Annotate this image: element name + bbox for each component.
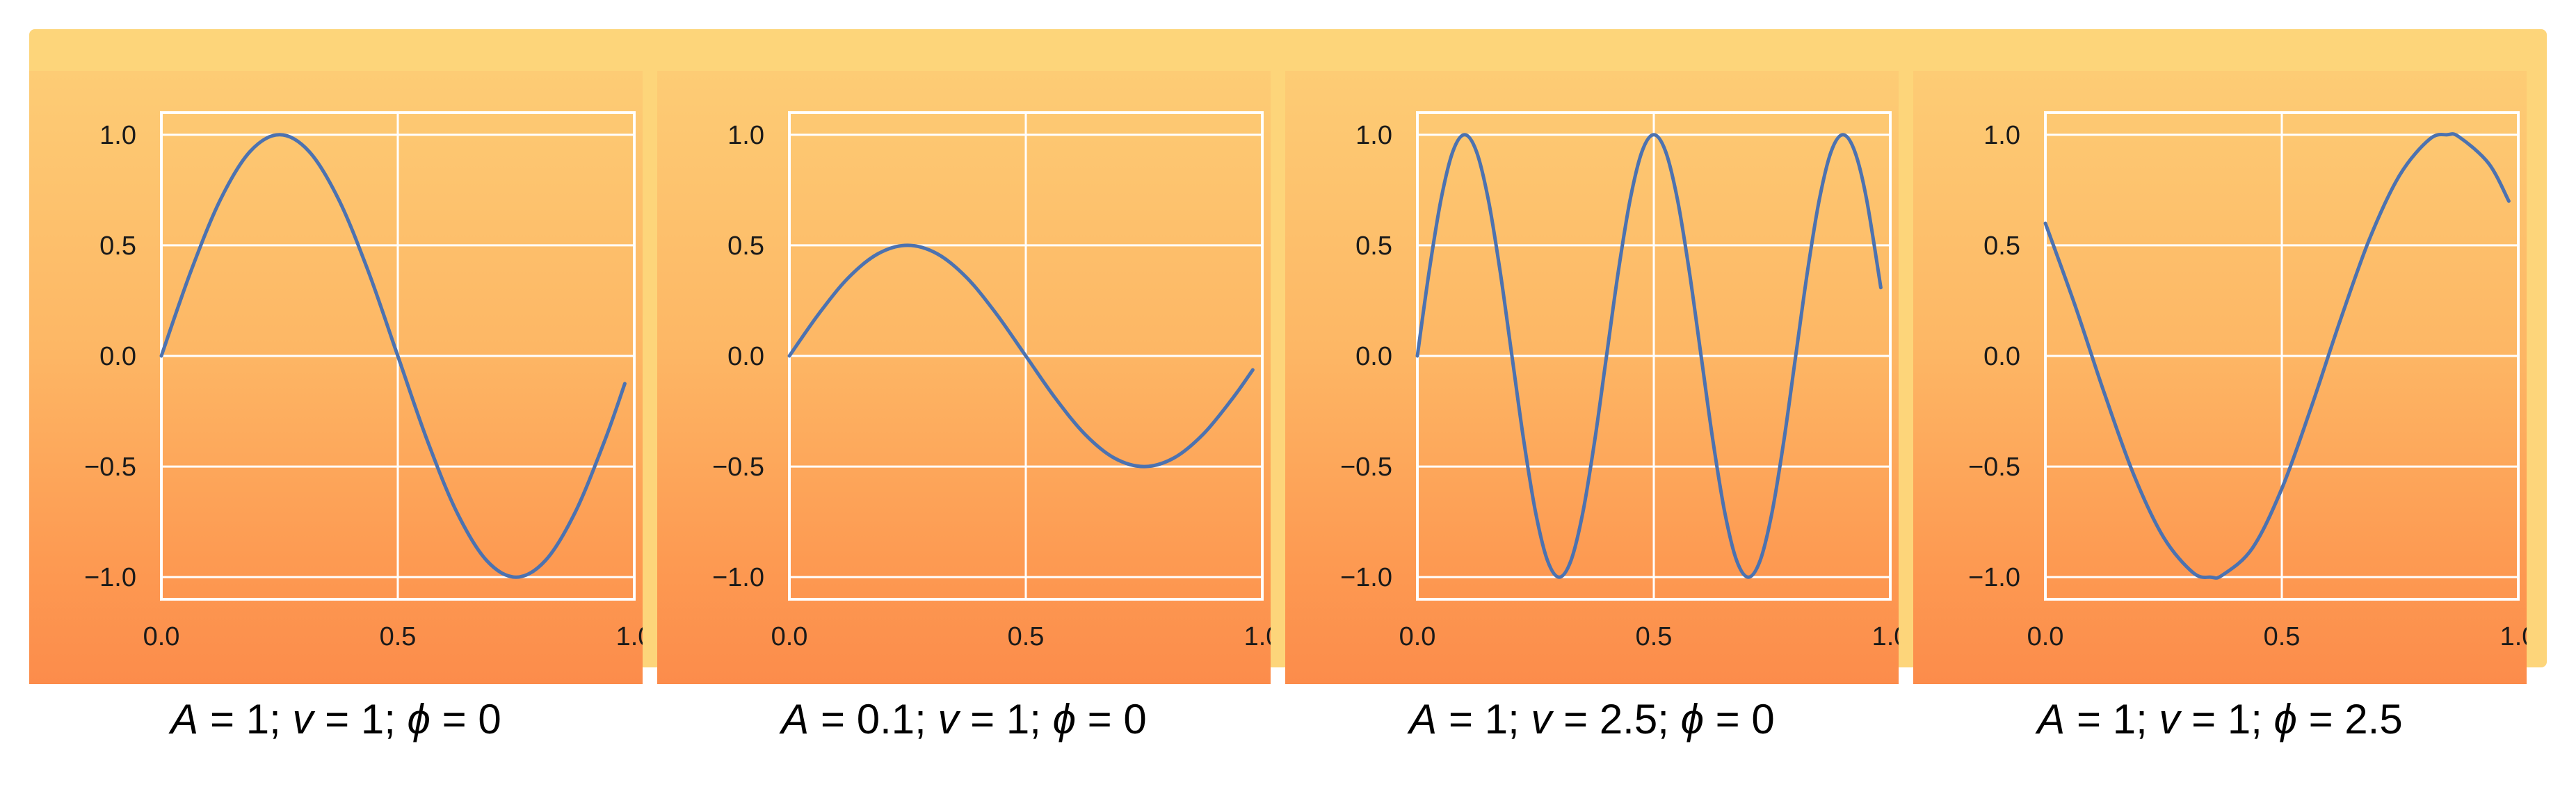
chart-panel-1: 1.0 0.5 0.0 −0.5 −1.0 0.0 0.5 1.0 xyxy=(29,71,643,684)
y-tick-label: −1.0 xyxy=(712,563,764,592)
axes-frame xyxy=(2044,111,2520,601)
caption-A-label: A xyxy=(170,696,199,742)
x-tick-label: 1.0 xyxy=(1872,622,1899,651)
caption-v-label: v xyxy=(1531,696,1552,742)
figure-frame: 1.0 0.5 0.0 −0.5 −1.0 0.0 0.5 1.0 1.0 0.5 0.0 −0.5… xyxy=(29,29,2547,684)
caption-A-value: 0.1 xyxy=(856,696,915,742)
y-tick-label: −1.0 xyxy=(84,563,136,592)
caption-v-value: 1 xyxy=(2227,696,2251,742)
caption-phi-value: 0 xyxy=(1751,696,1775,742)
y-tick-label: 0.0 xyxy=(1355,342,1392,371)
caption-A-value: 1 xyxy=(245,696,270,742)
x-tick-label: 1.0 xyxy=(1244,622,1271,651)
caption-phi-value: 0 xyxy=(1123,696,1147,742)
y-tick-label: 0.5 xyxy=(99,232,136,261)
y-tick-label: −0.5 xyxy=(1968,453,2020,482)
caption-4: A = 1; v = 1; ϕ = 2.5 xyxy=(2037,696,2403,742)
caption-1: A = 1; v = 1; ϕ = 0 xyxy=(170,696,501,742)
x-tick-label: 0.0 xyxy=(771,622,808,651)
caption-phi-label: ϕ xyxy=(1680,696,1704,742)
chart-panel-4: 1.0 0.5 0.0 −0.5 −1.0 0.0 0.5 1.0 xyxy=(1913,71,2527,684)
series-line xyxy=(787,243,1255,469)
x-tick-label: 1.0 xyxy=(2500,622,2527,651)
x-tick-label: 0.5 xyxy=(2264,622,2301,651)
x-tick-label: 0.0 xyxy=(1399,622,1436,651)
caption-phi-label: ϕ xyxy=(1052,696,1076,742)
caption-v-label: v xyxy=(937,696,959,742)
y-tick-label: 1.0 xyxy=(727,121,764,150)
y-tick-label: 1.0 xyxy=(1983,121,2020,150)
y-tick-label: −0.5 xyxy=(84,453,136,482)
x-tick-label: 1.0 xyxy=(616,622,643,651)
y-tick-label: −0.5 xyxy=(1340,453,1392,482)
x-tick-label: 0.0 xyxy=(143,622,180,651)
x-tick-label: 0.5 xyxy=(1008,622,1045,651)
caption-phi-label: ϕ xyxy=(407,696,430,742)
y-tick-label: −1.0 xyxy=(1340,563,1392,592)
chart-panel-3: 1.0 0.5 0.0 −0.5 −1.0 0.0 0.5 1.0 xyxy=(1285,71,1899,684)
caption-v-value: 1 xyxy=(360,696,385,742)
y-tick-label: 0.5 xyxy=(1983,232,2020,261)
x-tick-label: 0.5 xyxy=(1636,622,1673,651)
caption-phi-label: ϕ xyxy=(2273,696,2297,742)
caption-phi-value: 0 xyxy=(478,696,501,742)
caption-3: A = 1; v = 2.5; ϕ = 0 xyxy=(1409,696,1775,742)
y-tick-label: 1.0 xyxy=(99,121,136,150)
y-tick-label: 1.0 xyxy=(1355,121,1392,150)
series-line xyxy=(2043,132,2511,580)
caption-A-label: A xyxy=(781,696,810,742)
y-tick-label: 0.5 xyxy=(727,232,764,261)
caption-v-value: 1 xyxy=(1006,696,1030,742)
caption-A-value: 1 xyxy=(2112,696,2136,742)
caption-v-label: v xyxy=(292,696,314,742)
caption-phi-value: 2.5 xyxy=(2344,696,2403,742)
caption-A-label: A xyxy=(2037,696,2066,742)
caption-v-value: 2.5 xyxy=(1599,696,1658,742)
y-tick-label: 0.5 xyxy=(1355,232,1392,261)
caption-2: A = 0.1; v = 1; ϕ = 0 xyxy=(781,696,1147,742)
caption-A-value: 1 xyxy=(1484,696,1508,742)
chart-4: 1.0 0.5 0.0 −0.5 −1.0 0.0 0.5 1.0 xyxy=(1968,111,2527,651)
y-tick-label: 0.0 xyxy=(1983,342,2020,371)
y-tick-label: −0.5 xyxy=(712,453,764,482)
chart-panel-2: 1.0 0.5 0.0 −0.5 −1.0 0.0 0.5 1.0 xyxy=(657,71,1271,684)
y-tick-label: 0.0 xyxy=(99,342,136,371)
y-tick-label: 0.0 xyxy=(727,342,764,371)
caption-A-label: A xyxy=(1409,696,1438,742)
caption-v-label: v xyxy=(2159,696,2180,742)
series-line xyxy=(1415,133,1883,579)
x-tick-label: 0.5 xyxy=(380,622,417,651)
chart-2: 1.0 0.5 0.0 −0.5 −1.0 0.0 0.5 1.0 xyxy=(712,111,1271,651)
chart-3: 1.0 0.5 0.0 −0.5 −1.0 0.0 0.5 1.0 xyxy=(1340,111,1899,651)
series-line xyxy=(159,133,627,579)
chart-1: 1.0 0.5 0.0 −0.5 −1.0 0.0 0.5 1.0 xyxy=(84,111,643,651)
y-tick-label: −1.0 xyxy=(1968,563,2020,592)
x-tick-label: 0.0 xyxy=(2027,622,2064,651)
